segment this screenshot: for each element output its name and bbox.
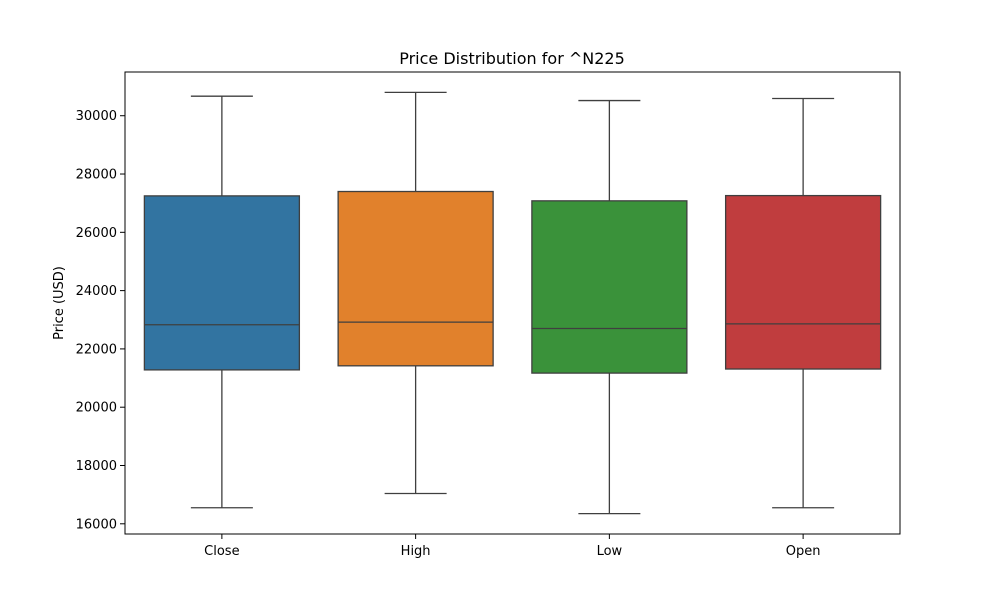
box-high [337,190,494,367]
box-open [724,194,882,370]
plot-area: 16000 18000 20000 22000 24000 26000 28000 30000… [76,91,882,559]
x-tick-label-close: Close [204,544,239,559]
box-close [143,195,301,371]
x-tick-label-high: High [401,544,431,559]
box-low [531,200,688,374]
y-tick-label: 18000 [76,459,117,474]
plot-frame [124,71,901,535]
y-tick-label: 16000 [76,517,117,532]
y-tick-label: 30000 [76,109,117,124]
y-tick-label: 24000 [76,284,117,299]
y-tick-label: 26000 [76,226,117,241]
x-tick-label-open: Open [786,544,821,559]
x-tick-label-low: Low [597,544,623,559]
y-tick-label: 28000 [76,168,117,183]
y-tick-label: 20000 [76,401,117,416]
y-axis-label: Price (USD) [52,266,67,340]
y-tick-label: 22000 [76,342,117,357]
chart-title: Price Distribution for ^N225 [399,49,625,68]
